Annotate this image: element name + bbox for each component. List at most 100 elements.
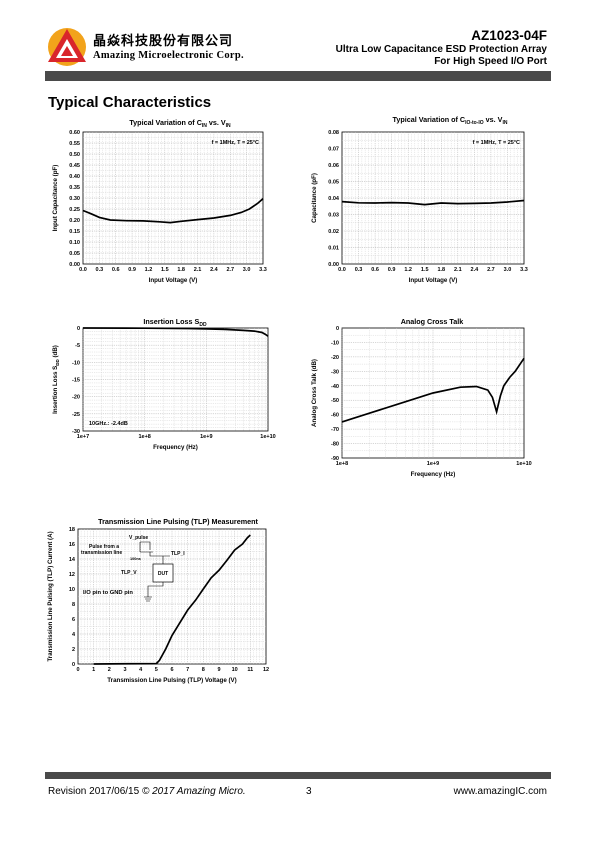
y-tick-label: -60 [331,413,339,419]
test-condition-note: f = 1MHz, T = 25°C [473,140,520,146]
y-tick-label: 12 [69,572,75,578]
y-tick-label: 0 [77,326,80,332]
y-tick-label: 0.30 [69,196,80,202]
chart-title: Transmission Line Pulsing (TLP) Measurem… [98,517,258,526]
y-tick-label: 0 [72,662,75,668]
x-tick-label: 1.8 [177,267,185,273]
x-axis-label: Input Voltage (V) [149,277,198,284]
x-tick-label: 1.2 [145,267,153,273]
x-tick-label: 9 [217,667,220,673]
chart-input-capacitance: Typical Variation of CIN vs. VIN 0.0 0.3 0… [52,118,267,284]
y-tick-label: 0.25 [69,207,80,213]
x-tick-label: 8 [202,667,205,673]
x-tick-label: 3 [123,667,126,673]
x-tick-label: 0.9 [388,267,396,273]
x-tick-label: 1e+9 [200,434,212,440]
x-tick-label: 2 [108,667,111,673]
company-name-chinese: 晶焱科技股份有限公司 [93,34,234,49]
y-tick-label: 14 [69,557,76,563]
doc-subtitle-2: For High Speed I/O Port [434,56,547,67]
x-tick-label: 1e+10 [516,461,531,467]
series-line [341,357,525,423]
y-tick-label: -80 [331,442,339,448]
x-tick-label: 10 [232,667,238,673]
pin-note: I/O pin to GND pin [83,590,133,596]
x-axis-label: Transmission Line Pulsing (TLP) Voltage … [107,677,237,684]
x-tick-label: 5 [155,667,158,673]
y-tick-label: 0.05 [69,251,80,257]
y-tick-label: 0.02 [328,229,339,235]
chart-title: Insertion Loss SDD [143,317,207,328]
y-tick-label: 4 [72,632,76,638]
x-tick-label: 11 [247,667,253,673]
y-tick-label: 18 [69,527,75,533]
y-tick-label: 0.06 [328,163,339,169]
x-tick-label: 2.1 [194,267,202,273]
y-axis-label: Analog Cross Talk (dB) [311,359,318,427]
company-logo [48,28,86,66]
inset-dut-label: DUT [158,571,168,577]
y-tick-label: 10 [69,587,75,593]
tlp-circuit-inset: V_pulse Pulse from a transmission line 1… [81,535,185,602]
y-tick-label: -5 [75,343,80,349]
x-tick-label: 0 [76,667,79,673]
y-axis-label: Capacitance (pF) [311,173,318,223]
y-tick-label: 16 [69,542,75,548]
x-tick-label: 0.9 [128,267,136,273]
y-tick-label: -15 [72,378,80,384]
x-tick-label: 1.2 [404,267,412,273]
footer-page-number: 3 [306,786,312,797]
footer-website[interactable]: www.amazingIC.com [453,786,547,797]
y-tick-label: 0.10 [69,240,80,246]
y-tick-label: -50 [331,398,339,404]
y-tick-label: 0.01 [328,246,339,252]
y-tick-label: 0.04 [328,196,340,202]
y-tick-label: 8 [72,602,75,608]
y-axis-label: Transmission Line Pulsing (TLP) Current … [47,531,54,661]
x-tick-label: 0.3 [96,267,104,273]
insertion-loss-note: 10GHz.: -2.4dB [89,421,128,427]
y-tick-label: -30 [72,429,80,435]
y-axis-label: Input Capacitance (pF) [52,165,59,232]
y-tick-label: 0.55 [69,141,80,147]
x-tick-label: 2.4 [471,267,480,273]
chart-title: Typical Variation of CIN vs. VIN [129,118,231,129]
y-tick-label: -25 [72,412,80,418]
x-tick-label: 4 [139,667,143,673]
x-axis-label: Frequency (Hz) [411,471,456,478]
y-tick-label: 0.15 [69,229,80,235]
chart-tlp-measurement: Transmission Line Pulsing (TLP) Measurem… [47,517,269,684]
y-tick-label: 0.40 [69,174,80,180]
x-tick-label: 3.0 [504,267,512,273]
series-line [82,198,264,224]
x-tick-label: 0.0 [79,267,87,273]
y-tick-label: -10 [331,340,339,346]
y-tick-label: -90 [331,456,339,462]
x-axis-label: Frequency (Hz) [153,444,198,451]
chart-io-to-io-capacitance: Typical Variation of CIO-to-IO vs. VIN 0… [311,115,528,284]
plot-grid [82,131,264,265]
y-tick-label: 6 [72,617,75,623]
y-tick-label: -10 [72,360,80,366]
x-axis-label: Input Voltage (V) [409,277,458,284]
x-tick-label: 1 [92,667,95,673]
chart-title: Typical Variation of CIO-to-IO vs. VIN [393,115,508,126]
inset-current-label: TLP_I [171,551,185,557]
x-tick-label: 0.6 [112,267,120,273]
plot-grid [77,528,267,665]
y-tick-label: 0.05 [328,180,339,186]
x-tick-label: 6 [170,667,173,673]
y-axis-label: Insertion Loss SDD (dB) [52,345,60,414]
y-tick-label: -40 [331,384,339,390]
inset-voltage-label: TLP_V [121,570,137,576]
x-tick-label: 1e+7 [77,434,89,440]
y-tick-label: 0.60 [69,130,80,136]
doc-subtitle-1: Ultra Low Capacitance ESD Protection Arr… [335,44,547,55]
x-tick-label: 2.7 [487,267,495,273]
x-tick-label: 1e+8 [138,434,150,440]
y-tick-label: 0.45 [69,163,80,169]
y-tick-label: 0.00 [328,262,339,268]
x-tick-label: 1e+8 [336,461,348,467]
y-tick-label: -70 [331,427,339,433]
series-line [93,534,251,665]
